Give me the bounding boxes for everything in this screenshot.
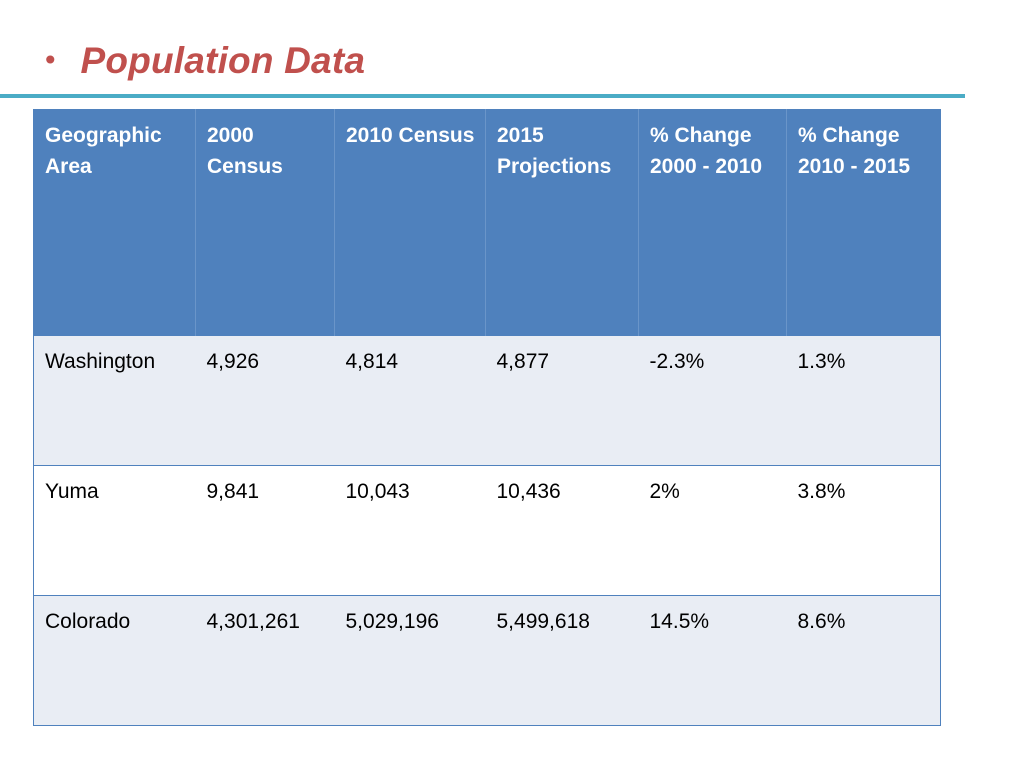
cell-2000-census: 4,301,261 [195,595,335,726]
header-2015-projections: 2015 Projections [485,109,639,336]
bullet-dot-icon: • [42,44,59,77]
cell-geographic-area: Yuma [33,465,196,596]
table-row: Colorado 4,301,261 5,029,196 5,499,618 1… [33,595,941,726]
page-title: Population Data [80,40,366,81]
table-row: Yuma 9,841 10,043 10,436 2% 3.8% [33,465,941,596]
cell-2000-census: 9,841 [195,465,335,596]
table-row: Washington 4,926 4,814 4,877 -2.3% 1.3% [33,335,941,466]
cell-change-2000-2010: 14.5% [638,595,787,726]
cell-2015-projections: 5,499,618 [485,595,639,726]
header-2000-census: 2000 Census [195,109,335,336]
cell-2010-census: 10,043 [334,465,486,596]
cell-change-2010-2015: 8.6% [786,595,941,726]
cell-2015-projections: 10,436 [485,465,639,596]
cell-2000-census: 4,926 [195,335,335,466]
cell-2010-census: 4,814 [334,335,486,466]
header-change-2000-2010: % Change 2000 - 2010 [638,109,787,336]
cell-geographic-area: Washington [33,335,196,466]
cell-geographic-area: Colorado [33,595,196,726]
table-header-row: Geographic Area 2000 Census 2010 Census … [33,109,941,336]
cell-change-2010-2015: 3.8% [786,465,941,596]
slide-title-area: • Population Data [42,36,365,86]
header-geographic-area: Geographic Area [33,109,196,336]
header-2010-census: 2010 Census [334,109,486,336]
header-change-2010-2015: % Change 2010 - 2015 [786,109,941,336]
cell-change-2010-2015: 1.3% [786,335,941,466]
title-divider [0,94,965,98]
cell-change-2000-2010: 2% [638,465,787,596]
cell-2015-projections: 4,877 [485,335,639,466]
cell-2010-census: 5,029,196 [334,595,486,726]
population-table: Geographic Area 2000 Census 2010 Census … [33,109,941,726]
cell-change-2000-2010: -2.3% [638,335,787,466]
